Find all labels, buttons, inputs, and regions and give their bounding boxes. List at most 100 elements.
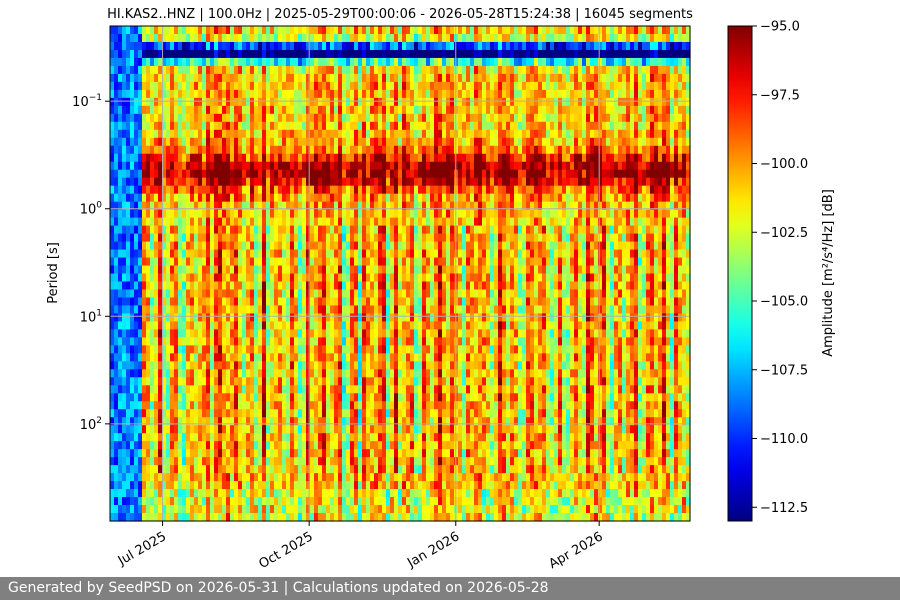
heatmap-cell — [386, 345, 391, 354]
heatmap-cell — [350, 169, 355, 179]
heatmap-cell — [398, 377, 403, 386]
heatmap-cell — [330, 89, 335, 99]
heatmap-cell — [222, 297, 227, 307]
heatmap-cell — [130, 209, 135, 219]
heatmap-cell — [114, 97, 119, 107]
heatmap-cell — [286, 209, 291, 219]
heatmap-cell — [186, 153, 191, 163]
heatmap-cell — [254, 177, 259, 187]
heatmap-cell — [222, 313, 227, 322]
heatmap-cell — [354, 193, 359, 203]
heatmap-cell — [406, 377, 411, 386]
heatmap-cell — [334, 409, 339, 418]
heatmap-cell — [162, 161, 167, 171]
heatmap-cell — [266, 225, 271, 235]
heatmap-cell — [298, 337, 303, 346]
heatmap-cell — [374, 273, 379, 283]
heatmap-cell — [306, 385, 311, 394]
heatmap-cell — [422, 281, 427, 291]
heatmap-cell — [390, 113, 395, 123]
heatmap-cell — [186, 113, 191, 123]
heatmap-cell — [118, 241, 123, 251]
heatmap-cell — [358, 497, 363, 506]
heatmap-cell — [258, 313, 263, 322]
heatmap-cell — [206, 329, 211, 338]
heatmap-cell — [238, 225, 243, 235]
heatmap-cell — [250, 33, 255, 43]
heatmap-cell — [110, 425, 115, 434]
heatmap-cell — [334, 89, 339, 99]
heatmap-cell — [334, 481, 339, 490]
heatmap-cell — [170, 57, 175, 67]
heatmap-cell — [330, 105, 335, 115]
heatmap-cell — [322, 489, 327, 498]
heatmap-cell — [430, 289, 435, 299]
heatmap-cell — [114, 225, 119, 235]
heatmap-cell — [226, 105, 231, 115]
heatmap-cell — [206, 177, 211, 187]
heatmap-cell — [130, 481, 135, 490]
heatmap-cell — [234, 225, 239, 235]
heatmap-cell — [342, 57, 347, 67]
heatmap-cell — [354, 281, 359, 291]
heatmap-cell — [242, 393, 247, 402]
heatmap-cell — [350, 321, 355, 330]
heatmap-cell — [174, 313, 179, 322]
heatmap-cell — [202, 193, 207, 203]
heatmap-cell — [274, 217, 279, 227]
heatmap-cell — [234, 449, 239, 458]
heatmap-cell — [426, 409, 431, 418]
heatmap-cell — [174, 225, 179, 235]
heatmap-cell — [418, 377, 423, 386]
heatmap-cell — [110, 417, 115, 426]
heatmap-cell — [246, 217, 251, 227]
heatmap-cell — [302, 193, 307, 203]
heatmap-cell — [422, 49, 427, 59]
heatmap-cell — [338, 73, 343, 83]
heatmap-cell — [142, 105, 147, 115]
heatmap-cell — [182, 49, 187, 59]
heatmap-cell — [242, 345, 247, 354]
heatmap-cell — [414, 273, 419, 283]
heatmap-cell — [382, 201, 387, 211]
heatmap-cell — [142, 57, 147, 67]
heatmap-cell — [150, 201, 155, 211]
heatmap-cell — [330, 425, 335, 434]
heatmap-cell — [294, 513, 299, 522]
heatmap-cell — [254, 129, 259, 139]
heatmap-cell — [330, 377, 335, 386]
heatmap-cell — [414, 505, 419, 514]
heatmap-cell — [154, 481, 159, 490]
heatmap-cell — [226, 505, 231, 514]
heatmap-cell — [194, 505, 199, 514]
heatmap-cell — [266, 281, 271, 291]
heatmap-cell — [118, 481, 123, 490]
heatmap-cell — [370, 393, 375, 402]
heatmap-cell — [322, 497, 327, 506]
heatmap-cell — [302, 153, 307, 163]
heatmap-cell — [186, 441, 191, 450]
heatmap-cell — [430, 121, 435, 131]
heatmap-cell — [386, 145, 391, 155]
heatmap-cell — [234, 169, 239, 179]
heatmap-cell — [330, 193, 335, 203]
heatmap-cell — [358, 409, 363, 418]
heatmap-cell — [174, 33, 179, 43]
heatmap-cell — [118, 361, 123, 370]
heatmap-cell — [218, 409, 223, 418]
heatmap-cell — [366, 65, 371, 75]
heatmap-cell — [194, 257, 199, 267]
heatmap-cell — [238, 49, 243, 59]
heatmap-cell — [366, 441, 371, 450]
heatmap-cell — [358, 169, 363, 179]
heatmap-cell — [342, 121, 347, 131]
heatmap-cell — [286, 385, 291, 394]
heatmap-cell — [298, 281, 303, 291]
heatmap-cell — [258, 337, 263, 346]
heatmap-cell — [190, 249, 195, 259]
heatmap-cell — [234, 217, 239, 227]
heatmap-cell — [346, 369, 351, 378]
heatmap-cell — [110, 385, 115, 394]
heatmap-cell — [314, 121, 319, 131]
heatmap-cell — [414, 417, 419, 426]
